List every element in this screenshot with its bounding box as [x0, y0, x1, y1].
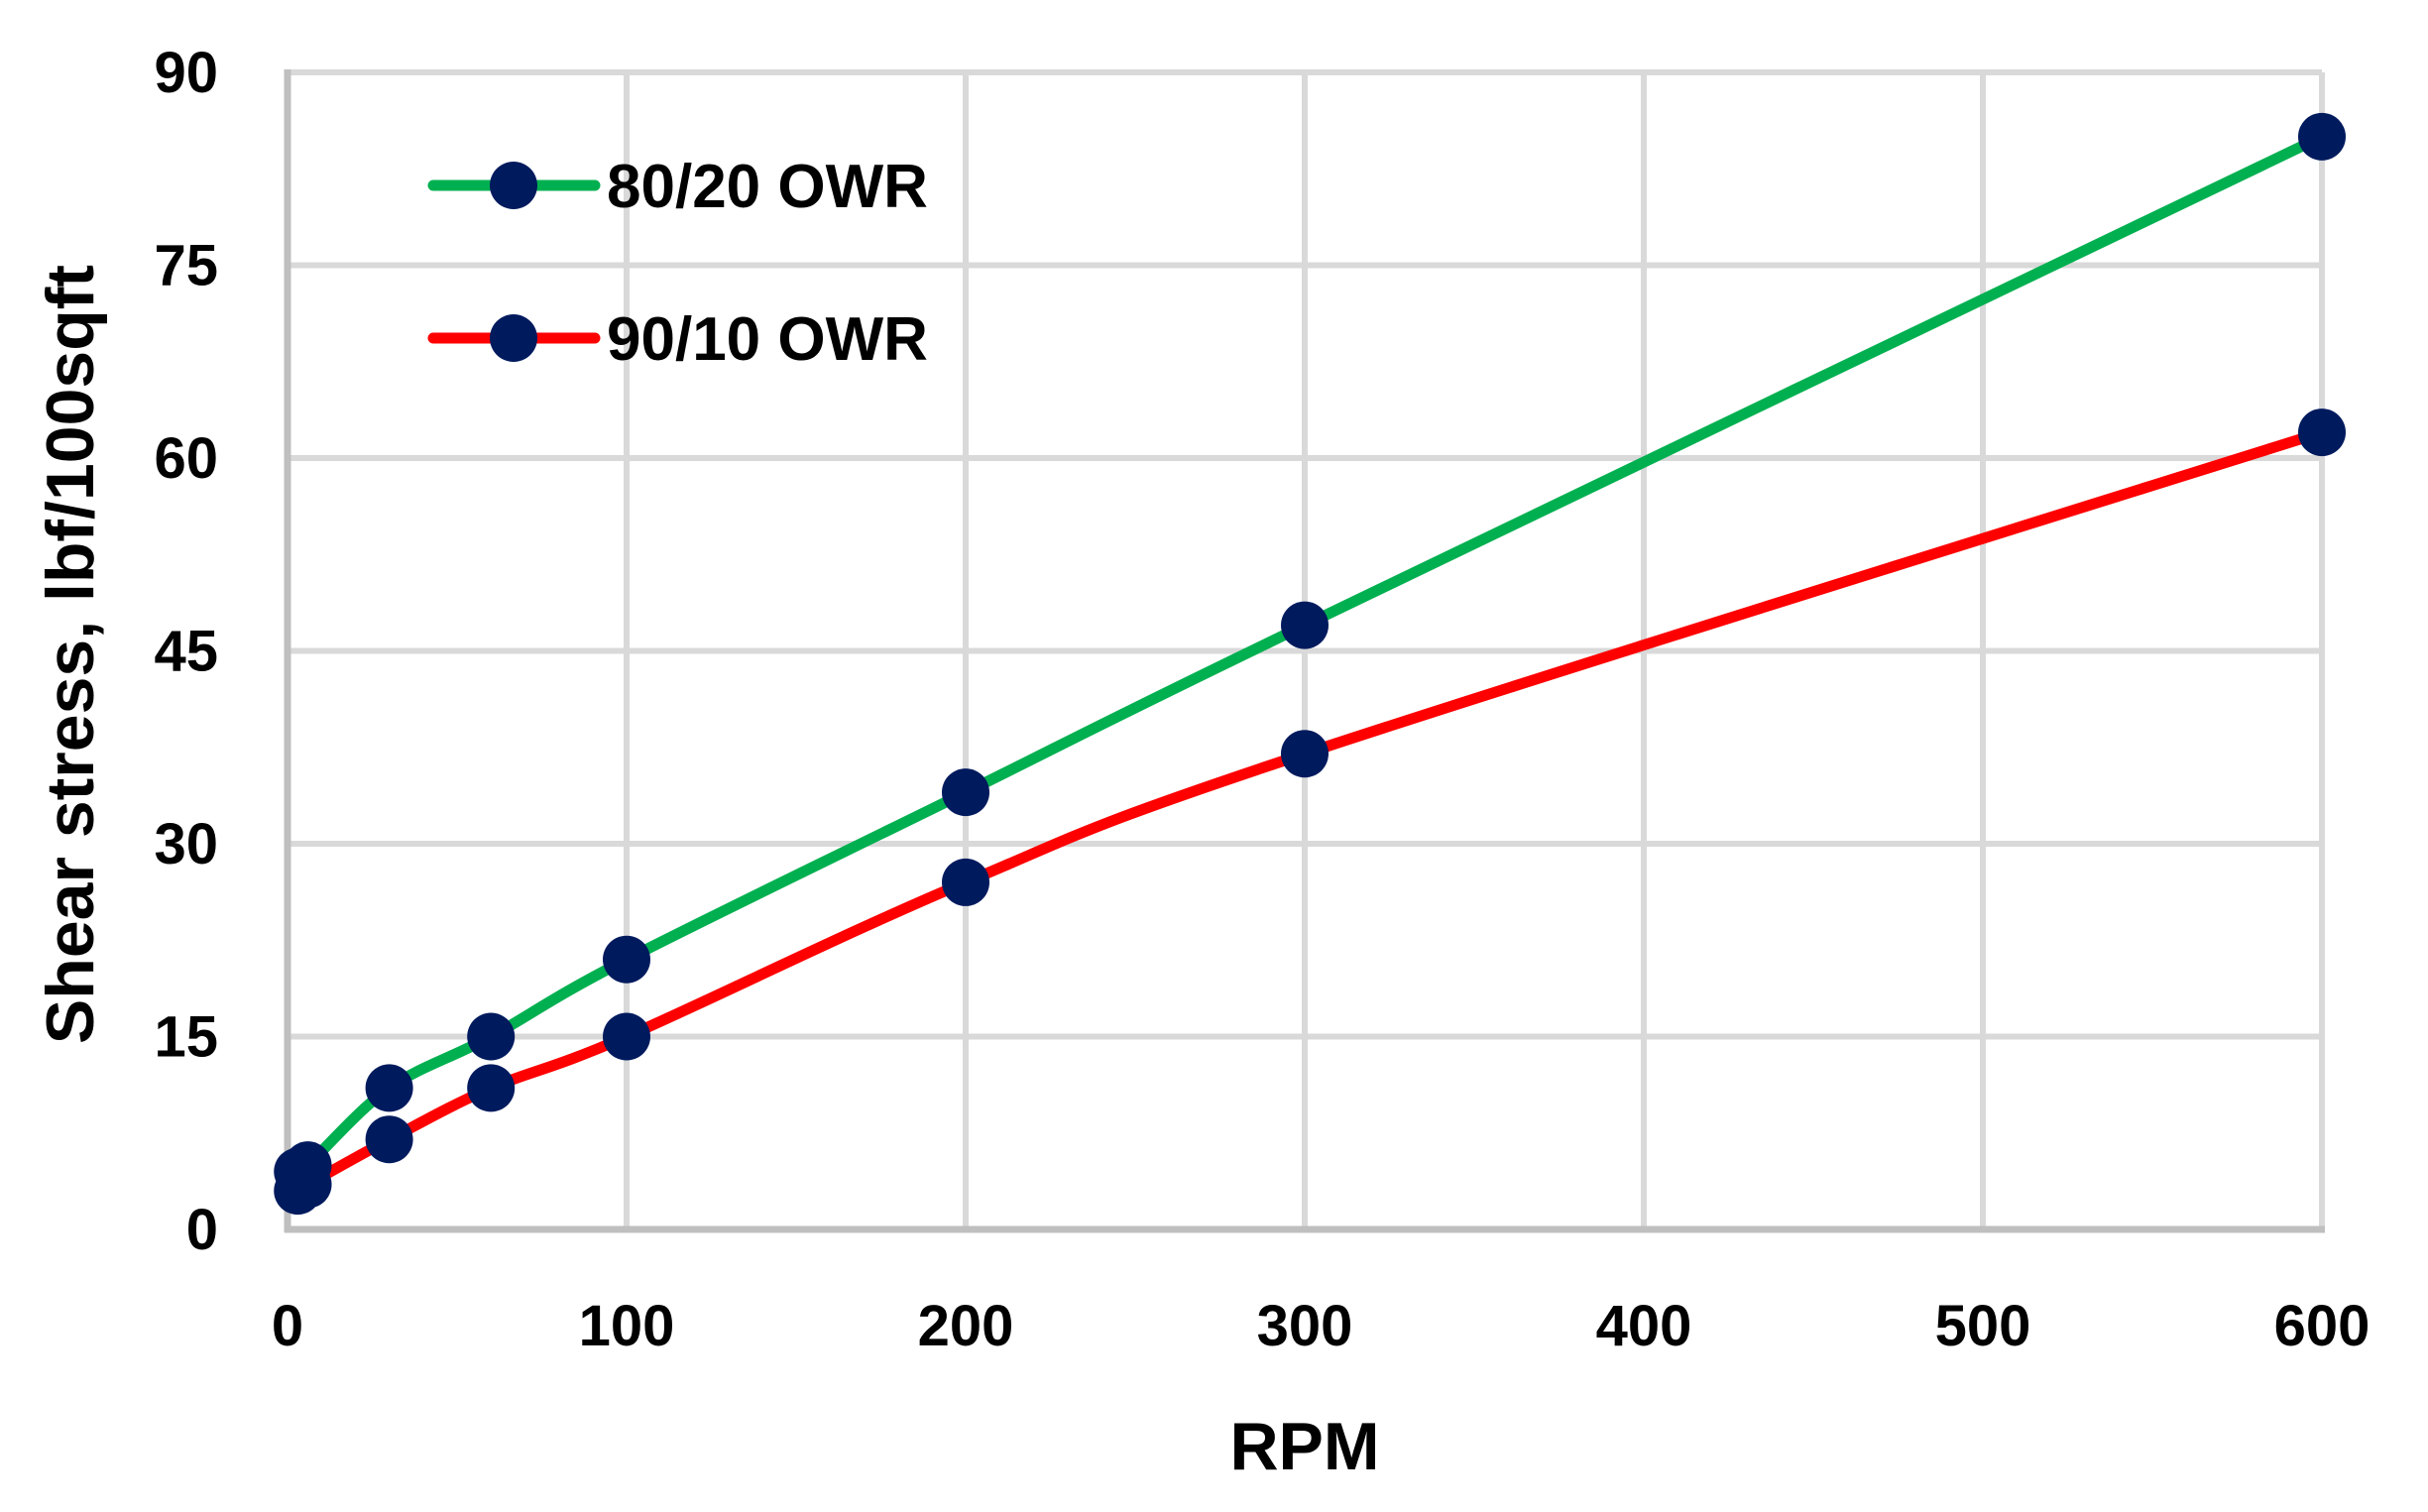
data-point-marker — [467, 1012, 516, 1061]
x-tick-label: 400 — [1596, 1294, 1692, 1358]
series-80-20-owr — [274, 112, 2346, 1196]
legend-item: 80/20 OWR — [427, 153, 928, 221]
x-tick-label: 300 — [1257, 1294, 1353, 1358]
x-tick-label: 500 — [1935, 1294, 2031, 1358]
data-point-marker — [2298, 408, 2346, 457]
x-tick-label: 600 — [2274, 1294, 2370, 1358]
y-tick-label: 45 — [154, 620, 218, 684]
legend-marker-icon — [490, 162, 537, 209]
data-point-marker — [467, 1064, 516, 1112]
x-axis-title: RPM — [1229, 1409, 1379, 1484]
y-axis-tick-labels: 0 15 30 45 60 75 90 — [154, 41, 218, 1262]
data-point-marker — [365, 1115, 413, 1164]
gridlines — [288, 69, 2325, 1229]
data-point-marker — [1281, 730, 1329, 778]
data-point-marker — [284, 1141, 332, 1190]
x-tick-label: 200 — [918, 1294, 1014, 1358]
data-series — [274, 112, 2346, 1216]
y-axis-title: Shear stress, lbf/100sqft — [33, 265, 108, 1044]
series-line — [291, 426, 2328, 1197]
legend-marker-icon — [490, 314, 537, 362]
y-tick-label: 15 — [154, 1005, 218, 1070]
data-point-marker — [365, 1064, 413, 1112]
y-tick-label: 90 — [154, 41, 218, 105]
y-tick-label: 60 — [154, 426, 218, 491]
legend-label: 80/20 OWR — [607, 153, 928, 221]
data-point-marker — [942, 768, 989, 817]
series-90-10-owr — [274, 408, 2346, 1216]
data-point-marker — [1281, 601, 1329, 649]
x-tick-label: 0 — [272, 1294, 303, 1358]
data-point-marker — [942, 858, 989, 906]
legend-item: 90/10 OWR — [427, 305, 928, 374]
y-tick-label: 75 — [154, 234, 218, 298]
data-point-marker — [603, 935, 650, 984]
y-tick-label: 30 — [154, 812, 218, 876]
data-point-marker — [2298, 112, 2346, 161]
axes — [284, 69, 2325, 1233]
series-line — [291, 131, 2328, 1179]
legend: 80/20 OWR 90/10 OWR — [427, 153, 928, 374]
x-tick-label: 100 — [579, 1294, 675, 1358]
x-axis-tick-labels: 0 100 200 300 400 500 600 — [272, 1294, 2370, 1358]
legend-label: 90/10 OWR — [607, 305, 928, 374]
y-tick-label: 0 — [186, 1198, 218, 1262]
data-point-marker — [603, 1012, 650, 1061]
